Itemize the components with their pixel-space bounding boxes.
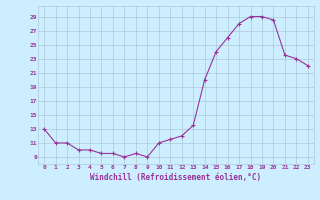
X-axis label: Windchill (Refroidissement éolien,°C): Windchill (Refroidissement éolien,°C) bbox=[91, 173, 261, 182]
